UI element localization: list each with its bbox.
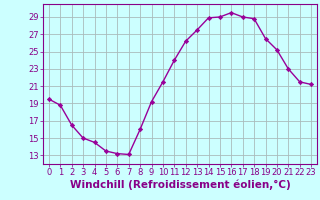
X-axis label: Windchill (Refroidissement éolien,°C): Windchill (Refroidissement éolien,°C)	[70, 180, 290, 190]
